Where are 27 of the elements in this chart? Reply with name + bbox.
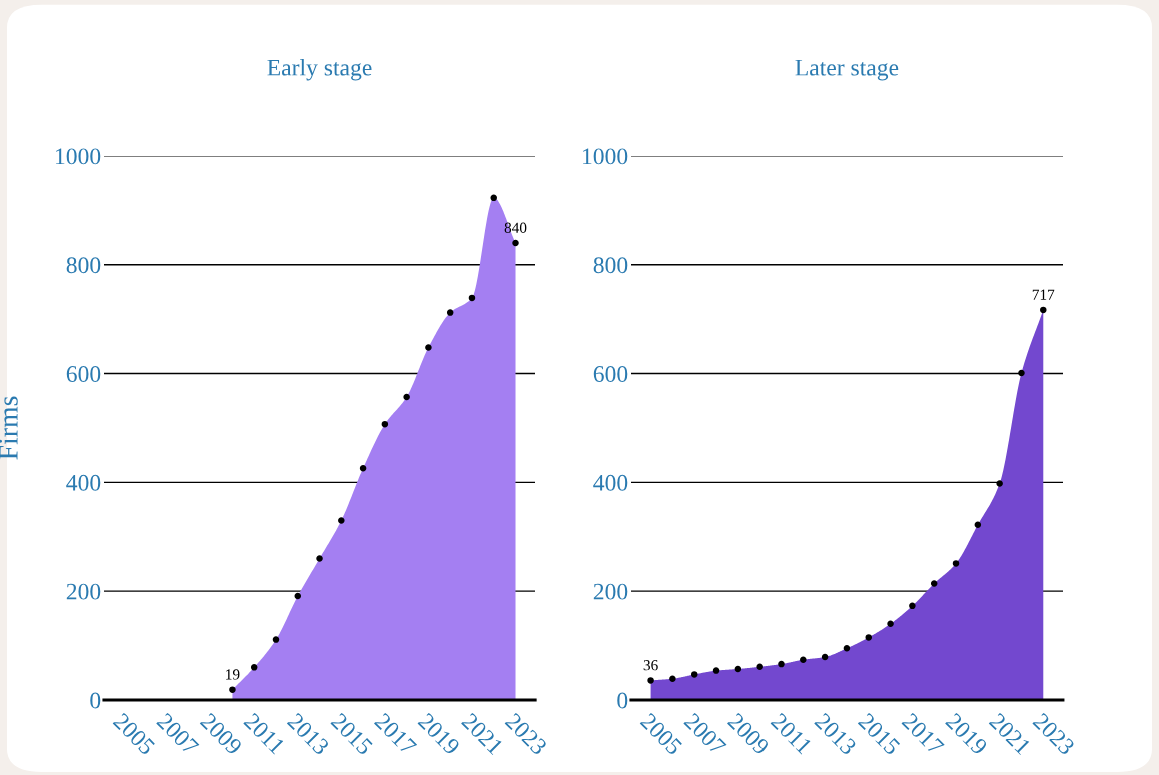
y-tick-label: 800 [66,257,101,274]
x-tick-label: 2007 [156,712,200,756]
y-tick-label: 800 [593,257,628,274]
x-tick-label: 2007 [683,712,727,756]
y-tick-label: 1000 [583,148,628,165]
y-tick-label: 600 [593,366,628,382]
x-tick-label: 2009 [199,712,243,756]
chart-title: Later stage [795,59,899,81]
y-axis-title: Firms [0,396,18,460]
data-label: 840 [504,222,527,233]
x-tick-label: 2017 [901,712,945,756]
y-tick-label: 400 [66,474,101,491]
y-tick-label: 0 [90,692,101,709]
y-tick-label: 0 [617,692,628,709]
y-tick-label: 1000 [56,148,101,165]
x-tick-label: 2019 [945,712,989,756]
x-tick-label: 2019 [417,712,461,756]
data-label: 19 [226,669,240,680]
y-tick-label: 200 [66,583,101,600]
y-tick-label: 400 [593,474,628,491]
data-label: 36 [643,660,658,671]
chart-title: Early stage [267,58,372,81]
y-tick-label: 200 [593,583,628,600]
y-tick-label: 600 [66,366,101,382]
x-tick-label: 2017 [373,712,418,756]
data-label: 717 [1032,289,1055,300]
x-tick-label: 2009 [726,712,771,756]
